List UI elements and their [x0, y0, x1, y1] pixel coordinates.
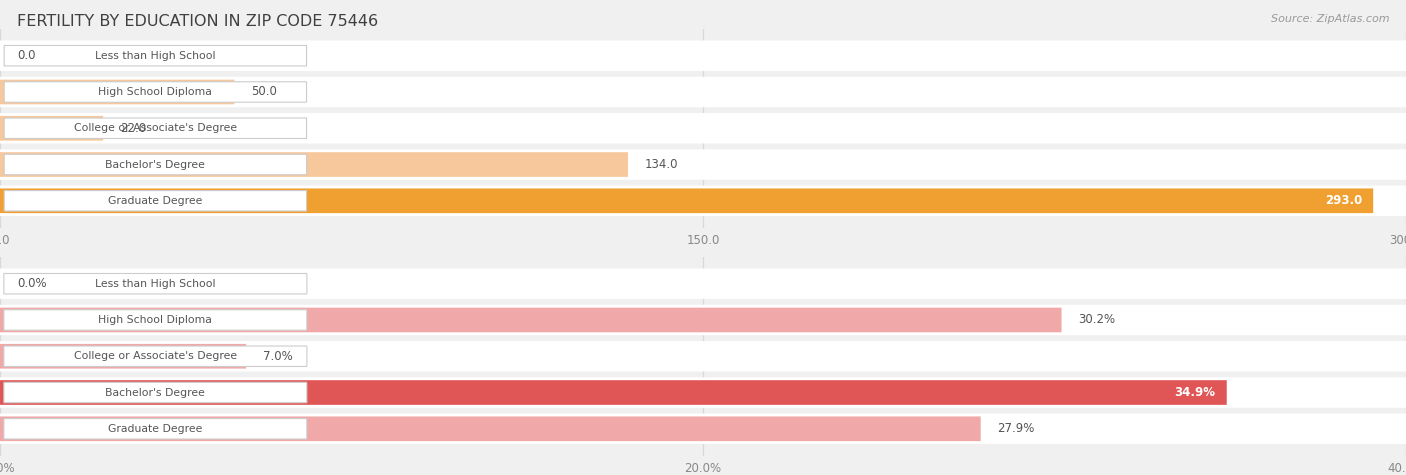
Text: Graduate Degree: Graduate Degree: [108, 196, 202, 206]
FancyBboxPatch shape: [0, 414, 1406, 444]
FancyBboxPatch shape: [4, 346, 307, 367]
FancyBboxPatch shape: [0, 77, 1406, 107]
FancyBboxPatch shape: [0, 380, 1226, 405]
FancyBboxPatch shape: [0, 189, 1374, 213]
Text: 50.0: 50.0: [252, 86, 277, 98]
FancyBboxPatch shape: [0, 113, 1406, 143]
FancyBboxPatch shape: [4, 274, 307, 294]
Text: Bachelor's Degree: Bachelor's Degree: [105, 388, 205, 398]
FancyBboxPatch shape: [0, 341, 1406, 371]
FancyBboxPatch shape: [0, 40, 1406, 71]
FancyBboxPatch shape: [0, 417, 981, 441]
Text: 27.9%: 27.9%: [998, 422, 1035, 435]
FancyBboxPatch shape: [4, 418, 307, 439]
Text: High School Diploma: High School Diploma: [98, 315, 212, 325]
FancyBboxPatch shape: [4, 382, 307, 403]
Text: Graduate Degree: Graduate Degree: [108, 424, 202, 434]
Text: High School Diploma: High School Diploma: [98, 87, 212, 97]
Text: 0.0%: 0.0%: [17, 277, 46, 290]
FancyBboxPatch shape: [4, 310, 307, 330]
Text: 293.0: 293.0: [1324, 194, 1362, 207]
FancyBboxPatch shape: [0, 80, 235, 104]
Text: FERTILITY BY EDUCATION IN ZIP CODE 75446: FERTILITY BY EDUCATION IN ZIP CODE 75446: [17, 14, 378, 29]
FancyBboxPatch shape: [4, 190, 307, 211]
FancyBboxPatch shape: [4, 82, 307, 102]
FancyBboxPatch shape: [0, 116, 103, 141]
FancyBboxPatch shape: [4, 46, 307, 66]
FancyBboxPatch shape: [0, 149, 1406, 180]
Text: College or Associate's Degree: College or Associate's Degree: [73, 123, 238, 133]
Text: College or Associate's Degree: College or Associate's Degree: [73, 351, 238, 361]
FancyBboxPatch shape: [0, 377, 1406, 408]
FancyBboxPatch shape: [0, 308, 1062, 332]
FancyBboxPatch shape: [4, 154, 307, 175]
Text: 134.0: 134.0: [645, 158, 678, 171]
FancyBboxPatch shape: [0, 152, 628, 177]
Text: 0.0: 0.0: [17, 49, 35, 62]
Text: 34.9%: 34.9%: [1174, 386, 1215, 399]
Text: Bachelor's Degree: Bachelor's Degree: [105, 160, 205, 170]
FancyBboxPatch shape: [0, 268, 1406, 299]
FancyBboxPatch shape: [4, 118, 307, 139]
Text: Less than High School: Less than High School: [96, 51, 215, 61]
FancyBboxPatch shape: [0, 305, 1406, 335]
FancyBboxPatch shape: [0, 186, 1406, 216]
Text: 7.0%: 7.0%: [263, 350, 292, 363]
Text: Less than High School: Less than High School: [96, 279, 215, 289]
Text: Source: ZipAtlas.com: Source: ZipAtlas.com: [1271, 14, 1389, 24]
FancyBboxPatch shape: [0, 344, 246, 369]
Text: 22.0: 22.0: [120, 122, 146, 135]
Text: 30.2%: 30.2%: [1078, 314, 1115, 326]
